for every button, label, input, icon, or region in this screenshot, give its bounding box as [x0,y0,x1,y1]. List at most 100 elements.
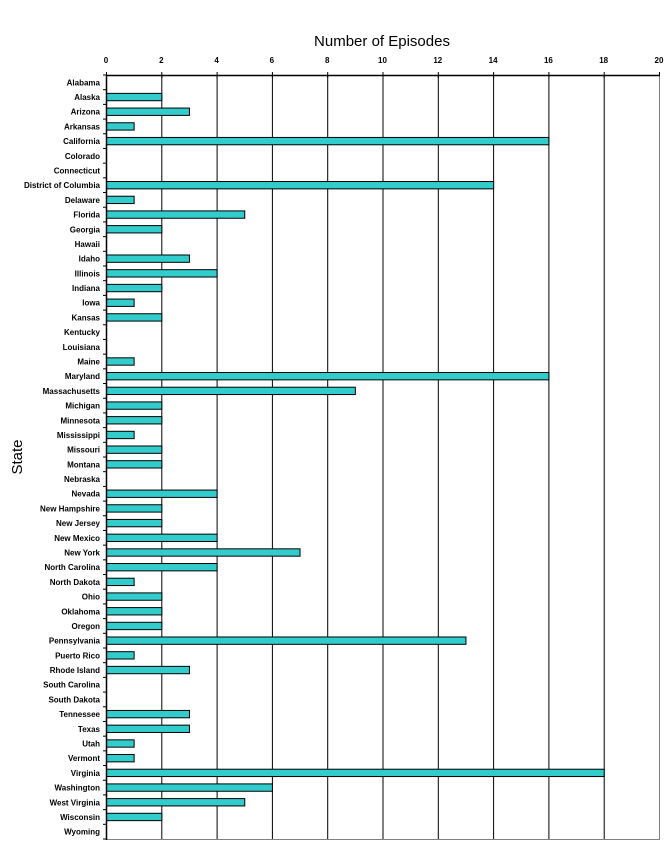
bar [106,754,135,763]
x-tick-label: 0 [104,56,109,65]
bar [106,225,163,234]
category-label: Georgia [70,225,101,234]
category-label: Idaho [79,255,100,264]
x-tick-label: 8 [325,56,330,65]
bar [106,489,218,498]
category-label: New Jersey [56,519,101,528]
bar [106,768,605,778]
category-label: Minnesota [60,416,100,425]
bar [106,181,495,190]
bars [106,92,605,822]
bar [106,636,467,645]
category-label: North Carolina [44,563,100,572]
category-label: Massachusetts [43,387,101,396]
bar [106,416,163,425]
category-label: Pennsylvania [49,637,101,646]
category-label: Hawaii [75,240,100,249]
category-label: Illinois [75,269,101,278]
category-label: Maine [77,358,100,367]
category-label: Arkansas [64,122,101,131]
category-label: Arizona [71,108,101,117]
x-tick-label: 4 [214,56,219,65]
x-tick-label: 10 [378,56,387,65]
x-tick-labels: 0 2 4 6 8 10 12 14 16 18 20 [104,56,664,65]
bar [106,607,163,616]
bar [106,136,550,146]
bar [106,563,218,572]
x-tick-label: 14 [489,56,498,65]
bar [106,313,163,322]
x-tick-label: 16 [544,56,553,65]
category-label: Alaska [74,93,100,102]
bar [106,386,356,396]
bar [106,372,550,381]
category-label: Montana [67,460,100,469]
category-label: Virginia [71,769,101,778]
y-axis-label: State [9,439,26,474]
x-tick-label: 18 [599,56,608,65]
category-label: West Virginia [50,798,101,807]
category-label: Rhode Island [50,666,100,675]
category-label: South Dakota [48,695,100,704]
category-label: Florida [73,211,100,220]
bar [106,518,163,528]
category-label: North Dakota [50,578,101,587]
bar [106,357,135,366]
category-label: Iowa [82,299,100,308]
category-label: Kansas [72,313,101,322]
category-label: Utah [82,740,100,749]
bar [106,401,163,410]
category-label: Nevada [72,490,101,499]
bar [106,665,190,675]
bar [106,430,135,440]
bar [106,798,246,807]
category-label: New Mexico [54,534,100,543]
bar [106,298,135,307]
category-label: Oklahoma [61,607,100,616]
category-label: Colorado [65,152,100,161]
chart-title: Number of Episodes [314,33,450,50]
x-tick-label: 20 [655,56,664,65]
bar [106,504,163,513]
bar [106,651,135,660]
category-label: Connecticut [54,167,101,176]
category-label: New Hampshire [40,504,101,513]
category-label: South Carolina [43,681,100,690]
bar [106,621,163,631]
bar [106,122,135,131]
bar [106,269,218,278]
category-label: Alabama [67,78,101,87]
category-label: Washington [55,784,101,793]
category-label: Tennessee [59,710,100,719]
category-label: California [63,137,100,146]
axes [103,72,660,840]
bar [106,92,163,102]
bar [106,254,190,263]
category-label: Vermont [68,754,100,763]
category-label: Mississippi [57,431,100,440]
category-label: Ohio [82,593,100,602]
category-label: Oregon [72,622,101,631]
category-label: Nebraska [64,475,101,484]
x-tick-label: 2 [159,56,164,65]
category-label: Indiana [72,284,101,293]
category-label: New York [64,549,100,558]
bar [106,283,163,293]
category-label: Maryland [65,372,100,381]
bar [106,592,163,601]
x-tick-label: 12 [433,56,442,65]
gridlines [161,75,605,839]
bar [106,445,163,454]
category-label: Texas [78,725,101,734]
x-tick-label: 6 [270,56,275,65]
bar [106,812,163,822]
category-label: Louisiana [63,343,101,352]
category-label: Michigan [65,402,100,411]
category-label: Puerto Rico [55,651,100,660]
category-label: Kentucky [64,328,101,337]
category-label: Wisconsin [60,813,100,822]
bar [106,783,273,792]
bar [106,533,218,542]
category-label: Missouri [67,446,100,455]
category-label: Delaware [65,196,101,205]
